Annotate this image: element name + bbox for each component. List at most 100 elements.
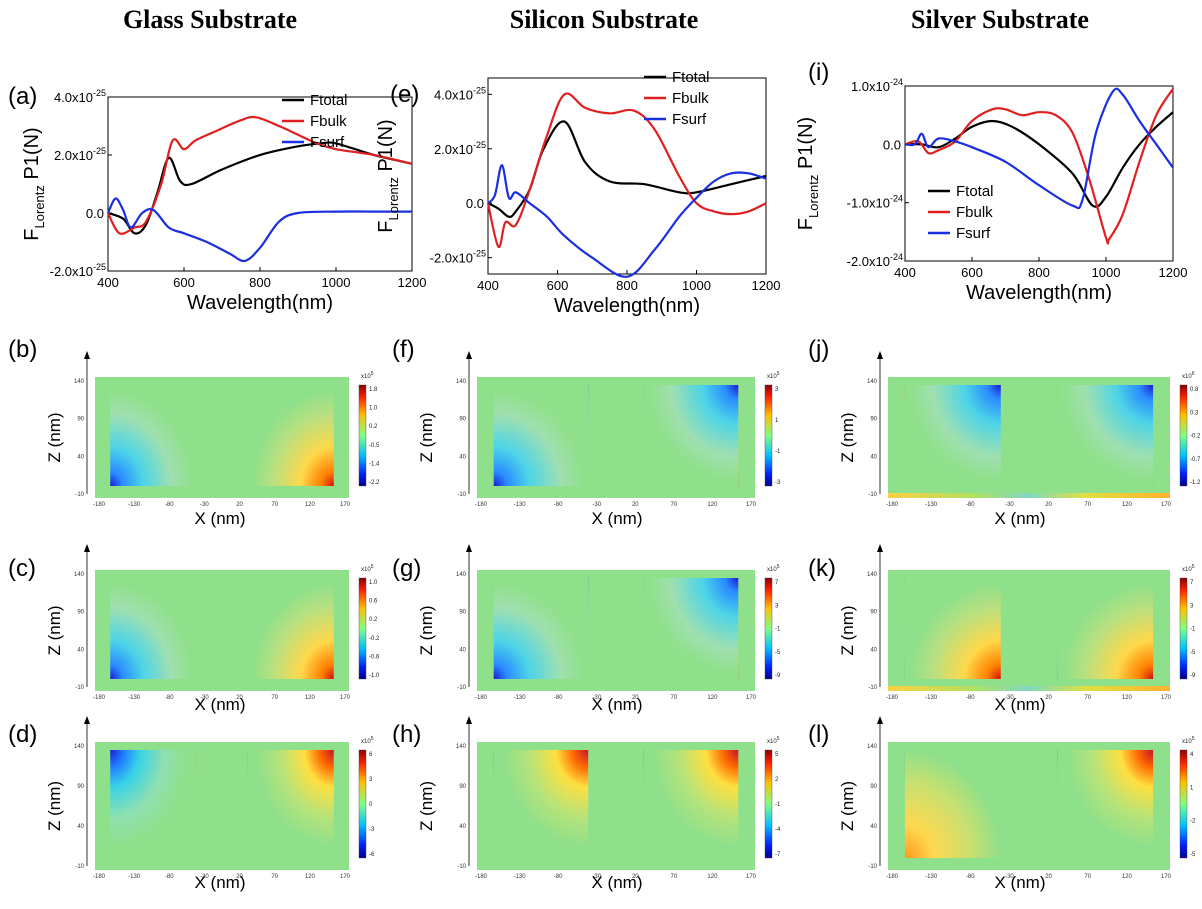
particle-field — [493, 750, 589, 858]
particle-field — [904, 385, 1001, 486]
x-axis-label: X (nm) — [995, 873, 1046, 892]
colorbar-tick-label: 2 — [775, 777, 779, 783]
colorbar-exp-base: x10 — [767, 374, 777, 380]
legend-label: Fbulk — [672, 90, 709, 107]
particle-field — [247, 385, 334, 486]
y-tick-exp: -25 — [473, 85, 486, 95]
series-line-fbulk — [486, 92, 767, 248]
z-tick-label: 40 — [77, 824, 84, 830]
x-tick-label: -30 — [200, 502, 209, 508]
field-map-c: (c) 140 90 40 -10 -180 -130 -80 -30 20 70 120 170 X (… — [8, 544, 380, 714]
z-axis-arrow — [466, 544, 472, 552]
x-tick-label: 120 — [1122, 874, 1133, 880]
z-tick-label: 40 — [77, 454, 84, 460]
y-tick-exp: -25 — [473, 249, 486, 259]
x-axis-label: X (nm) — [195, 695, 246, 714]
y-tick-base: 0.0 — [466, 196, 484, 211]
colorbar — [358, 384, 367, 487]
z-tick-label: 40 — [459, 824, 466, 830]
x-tick-label: 600 — [547, 278, 569, 293]
y-tick-label: -1.0x10-24 — [847, 194, 903, 211]
legend-label: Fsurf — [310, 134, 345, 151]
x-tick-label: -180 — [886, 874, 899, 880]
colorbar-tick-label: 3 — [775, 387, 779, 393]
x-tick-label: 1200 — [752, 278, 781, 293]
y-tick-base: 4.0x10 — [434, 87, 473, 102]
colorbar-exp-base: x10 — [1182, 374, 1192, 380]
colorbar-tick-label: -1 — [775, 449, 781, 455]
z-tick-label: 40 — [77, 647, 84, 653]
y-tick-label: 2.0x10-25 — [54, 146, 106, 163]
y-tick-label: 0.0 — [466, 196, 484, 211]
series-line-fbulk — [107, 115, 413, 235]
colorbar-tick-label: -2.2 — [369, 480, 380, 486]
y-label-tail: P1(N) — [795, 117, 817, 175]
z-tick-label: 140 — [867, 572, 878, 578]
particle-field — [643, 385, 739, 486]
column-title-silver: Silver Substrate — [911, 5, 1089, 34]
particle-field — [110, 750, 197, 858]
particle — [493, 385, 589, 486]
z-tick-label: -10 — [457, 685, 466, 691]
z-tick-label: -10 — [75, 864, 84, 870]
colorbar-tick-label: 7 — [775, 580, 779, 586]
z-tick-label: 90 — [459, 610, 466, 616]
field-map-g: (g) 140 90 40 -10 -180 -130 -80 -30 20 70 120 170 X (… — [392, 544, 781, 714]
y-tick-exp: -25 — [93, 88, 106, 98]
x-axis-label: X (nm) — [592, 509, 643, 528]
z-tick-label: 90 — [459, 417, 466, 423]
substrate-strip — [888, 493, 1170, 498]
x-tick-label: 1000 — [1092, 265, 1121, 280]
x-tick-label: -80 — [554, 502, 563, 508]
x-tick-label: -180 — [886, 502, 899, 508]
x-tick-label: -180 — [93, 502, 106, 508]
colorbar-tick-label: -7 — [775, 852, 781, 858]
y-label-sub: Lorentz — [806, 175, 821, 218]
x-tick-label: 170 — [1161, 874, 1172, 880]
x-tick-label: 800 — [1028, 265, 1050, 280]
x-tick-label: -180 — [475, 874, 488, 880]
x-tick-label: 70 — [1084, 695, 1091, 701]
colorbar-tick-label: 0.6 — [369, 599, 378, 605]
panel-label: (d) — [8, 721, 37, 748]
x-tick-label: -130 — [514, 874, 527, 880]
y-tick-exp: -24 — [890, 194, 903, 204]
colorbar-tick-label: 1 — [775, 418, 779, 424]
colorbar-tick-label: -1 — [1190, 627, 1196, 633]
y-axis-label: Z (nm) — [45, 605, 64, 655]
particle — [493, 578, 589, 679]
particle — [493, 750, 589, 858]
particle — [247, 750, 334, 858]
x-tick-label: -30 — [592, 874, 601, 880]
x-tick-label: -30 — [200, 874, 209, 880]
y-tick-base: 0.0 — [883, 137, 901, 152]
x-tick-label: -180 — [475, 695, 488, 701]
colorbar-tick-label: -2 — [1190, 819, 1196, 825]
y-tick-base: 2.0x10 — [434, 142, 473, 157]
particle — [247, 578, 334, 679]
x-tick-label: -80 — [165, 874, 174, 880]
z-tick-label: 140 — [867, 379, 878, 385]
x-tick-label: 1200 — [1159, 265, 1188, 280]
y-label-main: F — [795, 218, 817, 230]
x-tick-label: -80 — [165, 695, 174, 701]
y-axis-label: Z (nm) — [45, 781, 64, 831]
series-line-fsurf — [107, 197, 412, 263]
colorbar-exp-sup: 5 — [371, 371, 374, 377]
x-tick-label: 20 — [1045, 695, 1052, 701]
particle — [904, 385, 1001, 486]
particle — [1057, 750, 1154, 858]
colorbar-exp-sup: 5 — [777, 736, 780, 742]
y-tick-base: -2.0x10 — [50, 264, 93, 279]
legend-label: Ftotal — [672, 69, 710, 86]
series-line-fbulk — [904, 88, 1174, 245]
y-axis-label: Z (nm) — [417, 605, 436, 655]
x-tick-label: -130 — [925, 502, 938, 508]
panel-label: (l) — [808, 721, 829, 748]
colorbar-exp-base: x10 — [361, 739, 371, 745]
particle-field — [1057, 578, 1154, 679]
y-axis-label: Z (nm) — [45, 412, 64, 462]
particle — [110, 385, 197, 486]
y-tick-exp: -25 — [93, 262, 106, 272]
